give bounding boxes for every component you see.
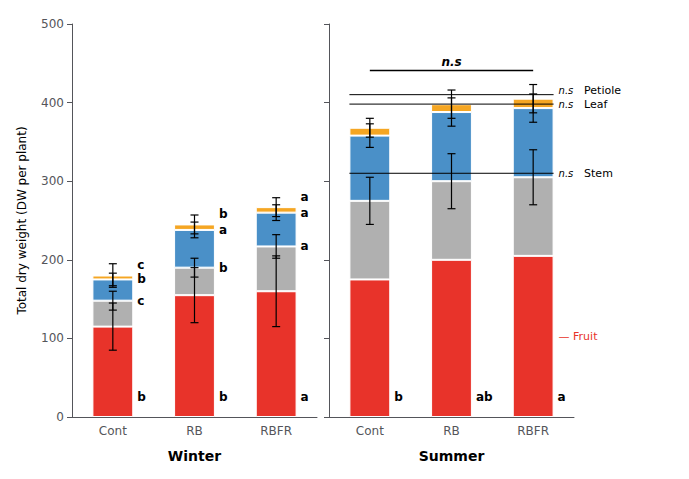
svg-text:b: b xyxy=(137,390,146,404)
svg-text:a: a xyxy=(301,390,309,404)
svg-text:300: 300 xyxy=(41,174,64,188)
svg-text:RB: RB xyxy=(186,424,203,438)
svg-text:Summer: Summer xyxy=(419,448,485,464)
svg-text:n.s: n.s xyxy=(441,55,461,69)
svg-text:c: c xyxy=(137,258,144,272)
svg-text:a: a xyxy=(301,206,309,220)
svg-text:RB: RB xyxy=(443,424,460,438)
svg-text:b: b xyxy=(219,261,228,275)
svg-text:Cont: Cont xyxy=(356,424,384,438)
svg-text:0: 0 xyxy=(56,410,64,424)
svg-text:— Fruit: — Fruit xyxy=(559,330,599,343)
svg-text:400: 400 xyxy=(41,96,64,110)
svg-text:a: a xyxy=(219,223,227,237)
svg-text:a: a xyxy=(301,239,309,253)
svg-text:RBFR: RBFR xyxy=(517,424,549,438)
svg-text:n.s: n.s xyxy=(559,168,574,179)
svg-text:n.s: n.s xyxy=(559,99,574,110)
svg-text:n.s: n.s xyxy=(559,85,574,96)
svg-text:b: b xyxy=(394,390,403,404)
svg-text:Total dry weight (DW per plant: Total dry weight (DW per plant) xyxy=(15,126,29,315)
svg-text:a: a xyxy=(558,390,566,404)
svg-text:c: c xyxy=(137,294,144,308)
svg-text:100: 100 xyxy=(41,331,64,345)
svg-text:200: 200 xyxy=(41,253,64,267)
svg-text:a: a xyxy=(301,190,309,204)
svg-text:Cont: Cont xyxy=(99,424,127,438)
svg-text:b: b xyxy=(137,272,146,286)
svg-text:Stem: Stem xyxy=(584,167,613,180)
svg-text:Winter: Winter xyxy=(168,448,221,464)
svg-text:500: 500 xyxy=(41,17,64,31)
svg-text:RBFR: RBFR xyxy=(260,424,292,438)
svg-text:b: b xyxy=(219,207,228,221)
svg-text:Petiole: Petiole xyxy=(584,84,621,97)
svg-text:Leaf: Leaf xyxy=(584,98,608,111)
svg-text:b: b xyxy=(219,390,228,404)
svg-text:ab: ab xyxy=(476,390,493,404)
